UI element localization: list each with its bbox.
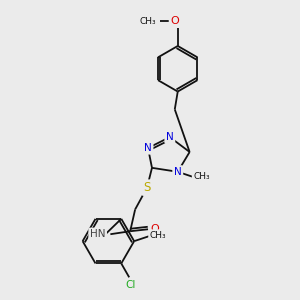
Text: O: O	[151, 224, 159, 234]
Text: Cl: Cl	[125, 280, 135, 290]
Text: S: S	[143, 181, 151, 194]
Text: O: O	[170, 16, 179, 26]
Text: CH₃: CH₃	[150, 231, 166, 240]
Text: HN: HN	[90, 229, 105, 239]
Text: N: N	[174, 167, 182, 177]
Text: N: N	[166, 132, 174, 142]
Text: N: N	[144, 143, 152, 153]
Text: CH₃: CH₃	[140, 17, 156, 26]
Text: CH₃: CH₃	[193, 172, 210, 181]
